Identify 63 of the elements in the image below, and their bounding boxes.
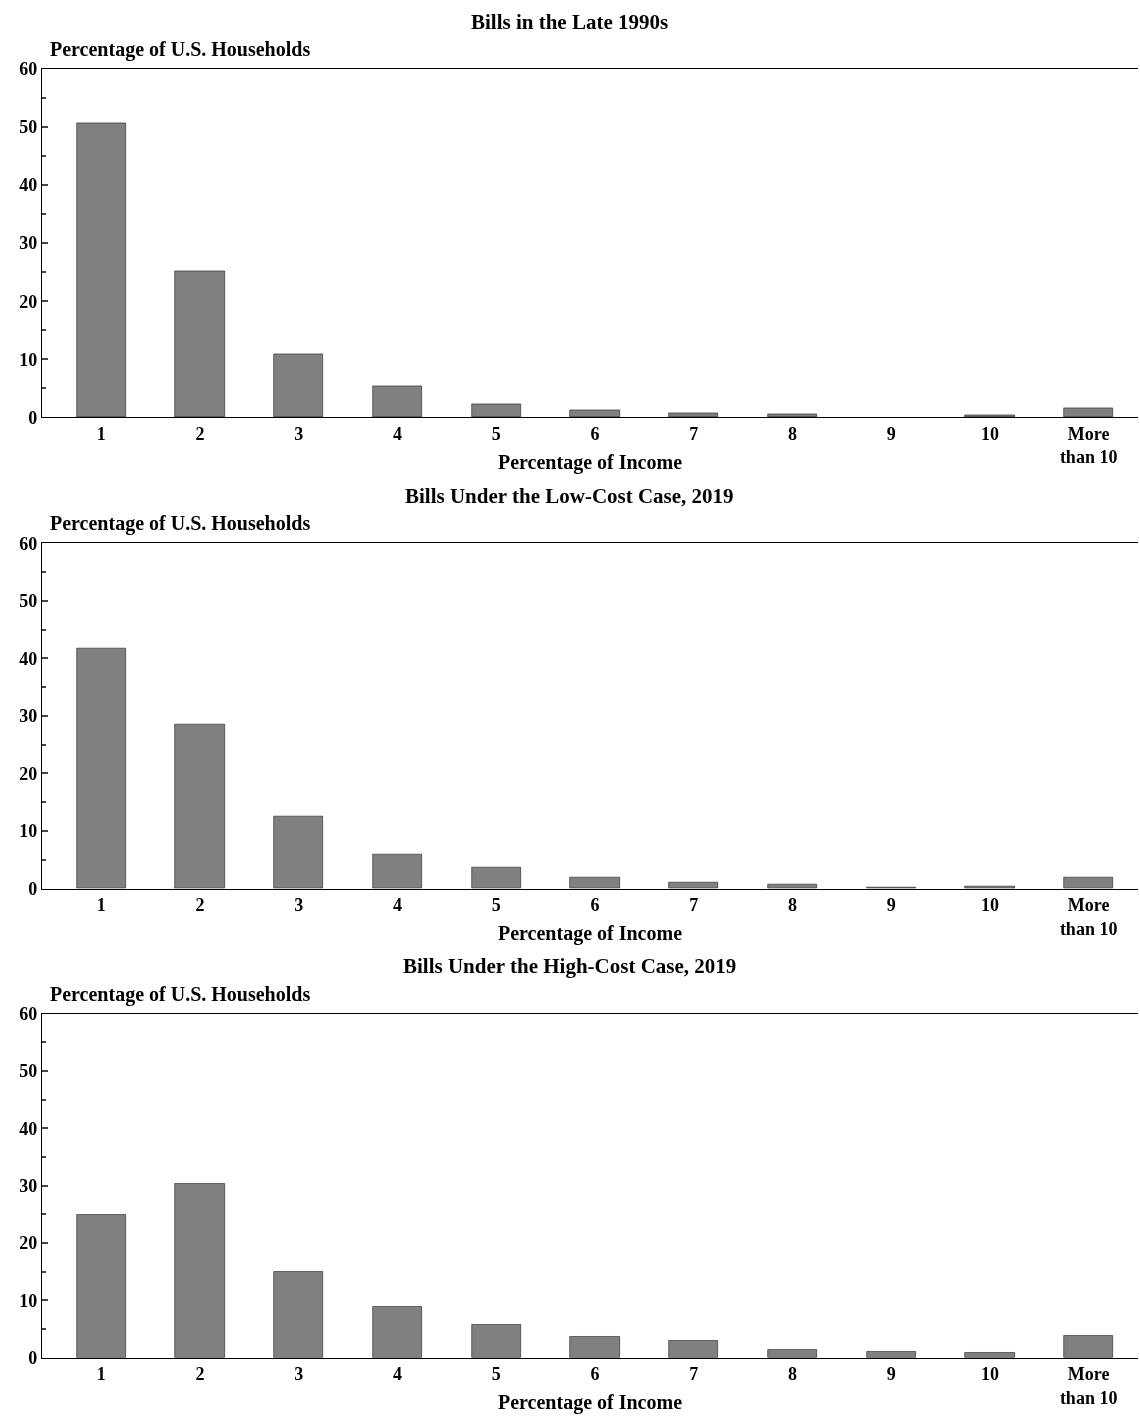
x-axis-title: Percentage of Income	[498, 451, 683, 474]
chart-title: Bills in the Late 1990s	[471, 10, 669, 34]
y-tick-label: 10	[19, 1290, 38, 1311]
x-tick-label: 1	[96, 895, 106, 916]
y-tick-label: 50	[19, 1061, 38, 1082]
x-tick-label: 5	[491, 423, 501, 444]
x-tick-label: 2	[195, 423, 205, 444]
y-tick-label: 50	[19, 117, 38, 138]
chart-title: Bills Under the High-Cost Case, 2019	[403, 954, 737, 978]
x-tick-label: 8	[787, 1364, 797, 1385]
x-tick-label: 4	[392, 1364, 402, 1385]
y-tick-label: 40	[19, 648, 38, 669]
x-tick-label: 6	[590, 895, 600, 916]
y-axis-title: Percentage of U.S. Households	[50, 983, 311, 1006]
x-tick-label: 4	[392, 895, 402, 916]
y-tick-label: 10	[19, 821, 38, 842]
y-tick-label: 60	[19, 533, 38, 554]
x-tick-label: 2	[195, 895, 205, 916]
x-tick-label: 9	[886, 423, 896, 444]
x-tick-label: 5	[491, 895, 501, 916]
x-tick-label: 7	[689, 423, 699, 444]
x-tick-label: 8	[787, 423, 797, 444]
x-tick-label: 7	[689, 1364, 699, 1385]
y-tick-label: 10	[19, 349, 38, 370]
y-tick-label: 30	[19, 233, 38, 254]
x-tick-label: 9	[886, 1364, 896, 1385]
x-tick-label: 3	[294, 895, 304, 916]
y-tick-label: 60	[19, 59, 38, 80]
x-tick-label: 8	[787, 895, 797, 916]
x-axis-title: Percentage of Income	[498, 1391, 683, 1414]
x-tick-label: 1	[96, 1364, 106, 1385]
x-tick-label: 6	[590, 423, 600, 444]
y-tick-label: 0	[28, 407, 38, 428]
x-tick-label: 10	[980, 423, 999, 444]
x-tick-label: 6	[590, 1364, 600, 1385]
x-tick-label: 1	[96, 423, 106, 444]
y-tick-label: 0	[28, 1348, 38, 1369]
y-tick-label: 40	[19, 175, 38, 196]
x-axis-title: Percentage of Income	[498, 922, 683, 945]
y-tick-label: 30	[19, 1176, 38, 1197]
chart-title: Bills Under the Low-Cost Case, 2019	[405, 484, 734, 508]
y-tick-label: 60	[19, 1004, 38, 1025]
x-tick-label: More than 10	[1059, 895, 1118, 939]
y-tick-label: 30	[19, 706, 38, 727]
y-tick-label: 20	[19, 1233, 38, 1254]
x-tick-label: More than 10	[1059, 1364, 1118, 1408]
x-tick-label: 3	[294, 1364, 304, 1385]
x-tick-label: 10	[980, 1364, 999, 1385]
x-tick-label: 3	[294, 423, 304, 444]
y-tick-label: 20	[19, 291, 38, 312]
y-tick-label: 40	[19, 1118, 38, 1139]
y-tick-label: 50	[19, 591, 38, 612]
y-tick-label: 20	[19, 763, 38, 784]
x-tick-label: 2	[195, 1364, 205, 1385]
y-axis-title: Percentage of U.S. Households	[50, 38, 311, 61]
y-tick-label: 0	[28, 878, 38, 899]
y-axis-title: Percentage of U.S. Households	[50, 512, 311, 535]
x-tick-label: 9	[886, 895, 896, 916]
x-tick-label: More than 10	[1059, 423, 1118, 468]
x-tick-label: 5	[491, 1364, 501, 1385]
x-tick-label: 10	[980, 895, 999, 916]
x-tick-label: 7	[689, 895, 699, 916]
x-tick-label: 4	[392, 423, 402, 444]
